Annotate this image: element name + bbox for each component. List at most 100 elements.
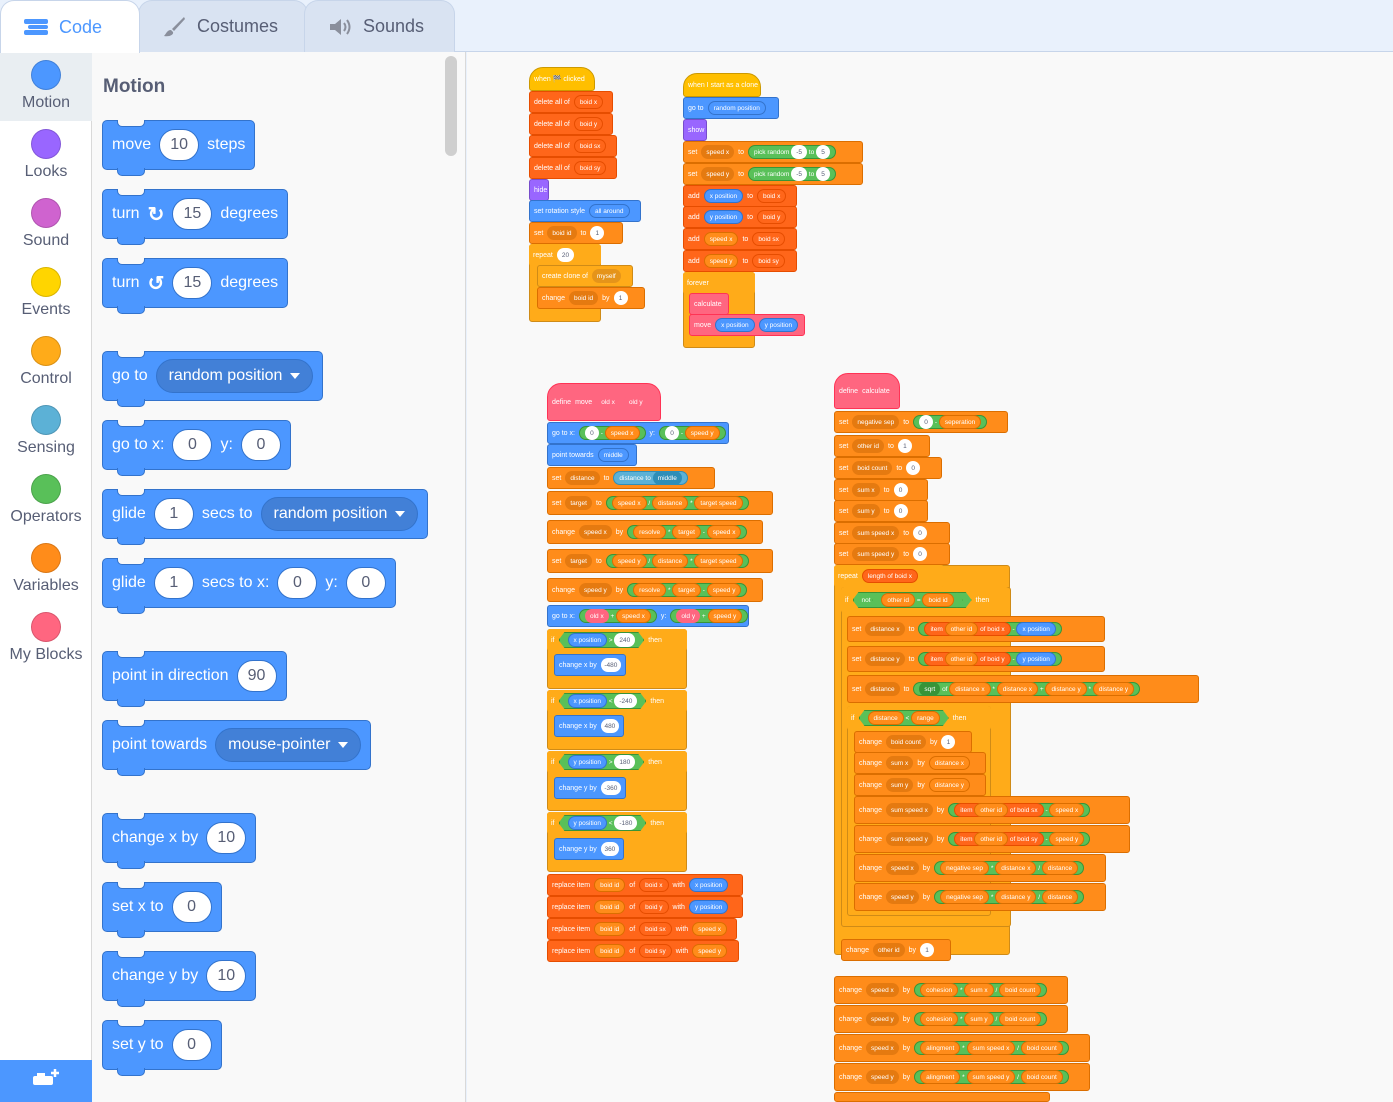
y-input[interactable]: 0 <box>171 1029 212 1061</box>
other-id-reporter[interactable]: other id <box>974 803 1009 817</box>
distance-reporter[interactable]: distance <box>868 711 904 725</box>
change-variable-block[interactable]: change sum x by distance x <box>854 752 986 774</box>
glide-target-dropdown[interactable]: random position <box>260 497 419 531</box>
item-of-reporter[interactable]: item other id of boid sx <box>954 803 1044 817</box>
value-input[interactable]: 1 <box>920 943 935 957</box>
variable-dropdown[interactable]: boid count <box>852 461 893 475</box>
multiply-reporter[interactable]: negative sep * distance x / distance <box>934 861 1085 875</box>
list-dropdown[interactable]: boid sy <box>752 254 785 268</box>
number-input[interactable]: 240 <box>614 633 635 647</box>
number-input[interactable]: -180 <box>614 816 637 830</box>
degrees-input[interactable]: 15 <box>172 267 213 299</box>
dx-input[interactable]: 10 <box>206 822 247 854</box>
calculate-call-block[interactable]: calculate <box>689 293 729 315</box>
value-input[interactable]: 0 <box>893 483 908 497</box>
rotation-style-dropdown[interactable]: all around <box>588 204 630 218</box>
variable-dropdown[interactable]: distance <box>865 682 900 696</box>
value-reporter[interactable]: speed x <box>692 922 727 936</box>
set-distance-y-block[interactable]: set distance y to item other id of boid y -… <box>847 646 1105 672</box>
list-dropdown[interactable]: boid sy <box>573 161 607 175</box>
number-input[interactable]: 0 <box>665 426 679 440</box>
tab-costumes[interactable]: Costumes <box>138 0 308 52</box>
add-to-list-block[interactable]: add speed y to boid sy <box>683 250 797 272</box>
distance-x-reporter[interactable]: distance x <box>949 682 991 696</box>
list-dropdown[interactable]: boid sx <box>573 139 607 153</box>
param-old-y[interactable]: old y <box>623 395 648 409</box>
multiply-reporter[interactable]: cohesion * sum x / boid count <box>914 983 1048 997</box>
subtract-reporter[interactable]: item other id of boid sy - speed y <box>948 832 1091 846</box>
sum-x-reporter[interactable]: sum x <box>964 983 994 997</box>
set-variable-block[interactable]: set sum y to 0 <box>834 500 928 522</box>
x-position-reporter[interactable]: x position <box>703 189 744 203</box>
variable-dropdown[interactable]: distance <box>565 471 600 485</box>
x-position-reporter[interactable]: x position <box>568 694 607 708</box>
variable-dropdown[interactable]: distance y <box>865 652 905 666</box>
change-sum-speed-y-block[interactable]: change sum speed y by item other id of boid… <box>854 825 1130 853</box>
list-dropdown[interactable]: boid x <box>573 95 604 109</box>
hide-block[interactable]: hide <box>529 179 549 201</box>
change-speed-y-block[interactable]: change speed y by negative sep * distance y… <box>854 883 1106 911</box>
point-towards-block[interactable]: point towards mouse-pointer <box>102 720 372 776</box>
list-dropdown[interactable]: boid sx <box>752 232 785 246</box>
random-max-input[interactable]: 5 <box>816 167 831 181</box>
other-id-reporter[interactable]: other id <box>944 652 979 666</box>
variable-dropdown[interactable]: negative sep <box>852 415 900 429</box>
delete-all-block[interactable]: delete all of boid y <box>529 113 613 135</box>
greater-than-condition[interactable]: y position > 180 <box>559 754 645 770</box>
change-y-block[interactable]: change y by -360 <box>554 777 626 799</box>
x-input[interactable]: 0 <box>171 891 212 923</box>
variable-dropdown[interactable]: speed y <box>578 583 612 597</box>
set-variable-block[interactable]: set sum speed x to 0 <box>834 522 950 544</box>
variable-dropdown[interactable]: speed y <box>701 167 735 181</box>
x-position-reporter[interactable]: x position <box>568 633 607 647</box>
list-dropdown[interactable]: boid y <box>757 210 787 224</box>
add-reporter[interactable]: old x + speed x <box>578 609 657 623</box>
number-input[interactable]: -360 <box>600 781 621 795</box>
change-speed-x-block[interactable]: change speed x by negative sep * distance x… <box>854 854 1106 882</box>
change-speed-y-block[interactable]: change speed y by resolve * target - speed … <box>547 578 763 602</box>
subtract-reporter[interactable]: 0 - speed x <box>578 426 646 440</box>
value-reporter[interactable]: x position <box>688 878 729 892</box>
number-input[interactable]: -480 <box>600 658 621 672</box>
degrees-input[interactable]: 15 <box>172 198 213 230</box>
value-input[interactable]: 0 <box>906 461 921 475</box>
distance-reporter[interactable]: distance <box>652 496 689 510</box>
number-input[interactable]: 0 <box>919 415 934 429</box>
list-dropdown[interactable]: boid y <box>639 900 669 914</box>
delete-all-block[interactable]: delete all of boid sy <box>529 157 617 179</box>
distance-to-reporter[interactable]: distance to middle <box>613 471 688 485</box>
define-calculate-hat[interactable]: define calculate <box>834 373 900 409</box>
distance-x-reporter[interactable]: distance x <box>995 861 1037 875</box>
category-looks[interactable]: Looks <box>0 121 92 190</box>
value-reporter[interactable]: speed y <box>692 944 727 958</box>
subtract-reporter[interactable]: 0 - speed y <box>659 426 726 440</box>
variable-dropdown[interactable]: speed y <box>885 890 919 904</box>
y-input[interactable]: 0 <box>240 429 281 461</box>
variable-dropdown[interactable]: speed x <box>865 1041 899 1055</box>
multiply-reporter[interactable]: alingment * sum speed x / boid count <box>914 1041 1069 1055</box>
index-reporter[interactable]: boid id <box>594 900 626 914</box>
not-condition[interactable]: not other id = boid id <box>853 592 972 608</box>
list-dropdown[interactable]: boid sx <box>639 922 672 936</box>
multiply-reporter[interactable]: speed x / distance * target speed <box>605 496 749 510</box>
resolve-reporter[interactable]: resolve <box>633 583 667 597</box>
change-x-block[interactable]: change x by -480 <box>554 654 626 676</box>
random-max-input[interactable]: 5 <box>816 145 831 159</box>
negative-sep-reporter[interactable]: negative sep <box>940 861 990 875</box>
move-steps-block[interactable]: move 10 steps <box>102 120 256 176</box>
math-function-reporter[interactable]: sqrt of distance x * distance x + distan… <box>913 682 1141 696</box>
direction-input[interactable]: 90 <box>236 660 277 692</box>
old-y-param[interactable]: old y <box>676 609 701 623</box>
alingment-reporter[interactable]: alingment <box>920 1041 961 1055</box>
set-variable-block[interactable]: set boid count to 0 <box>834 457 942 479</box>
add-reporter[interactable]: old y + speed y <box>670 609 749 623</box>
index-reporter[interactable]: boid id <box>594 878 626 892</box>
change-x-block[interactable]: change x by 10 <box>102 813 257 869</box>
seperation-reporter[interactable]: seperation <box>938 415 982 429</box>
pick-random-reporter[interactable]: pick random -5 to 5 <box>747 167 837 181</box>
tab-code[interactable]: Code <box>0 0 140 53</box>
less-than-condition[interactable]: distance < range <box>859 710 949 726</box>
variable-dropdown[interactable]: distance x <box>865 622 905 636</box>
target-reporter[interactable]: target <box>672 583 701 597</box>
speed-y-reporter[interactable]: speed y <box>706 583 742 597</box>
